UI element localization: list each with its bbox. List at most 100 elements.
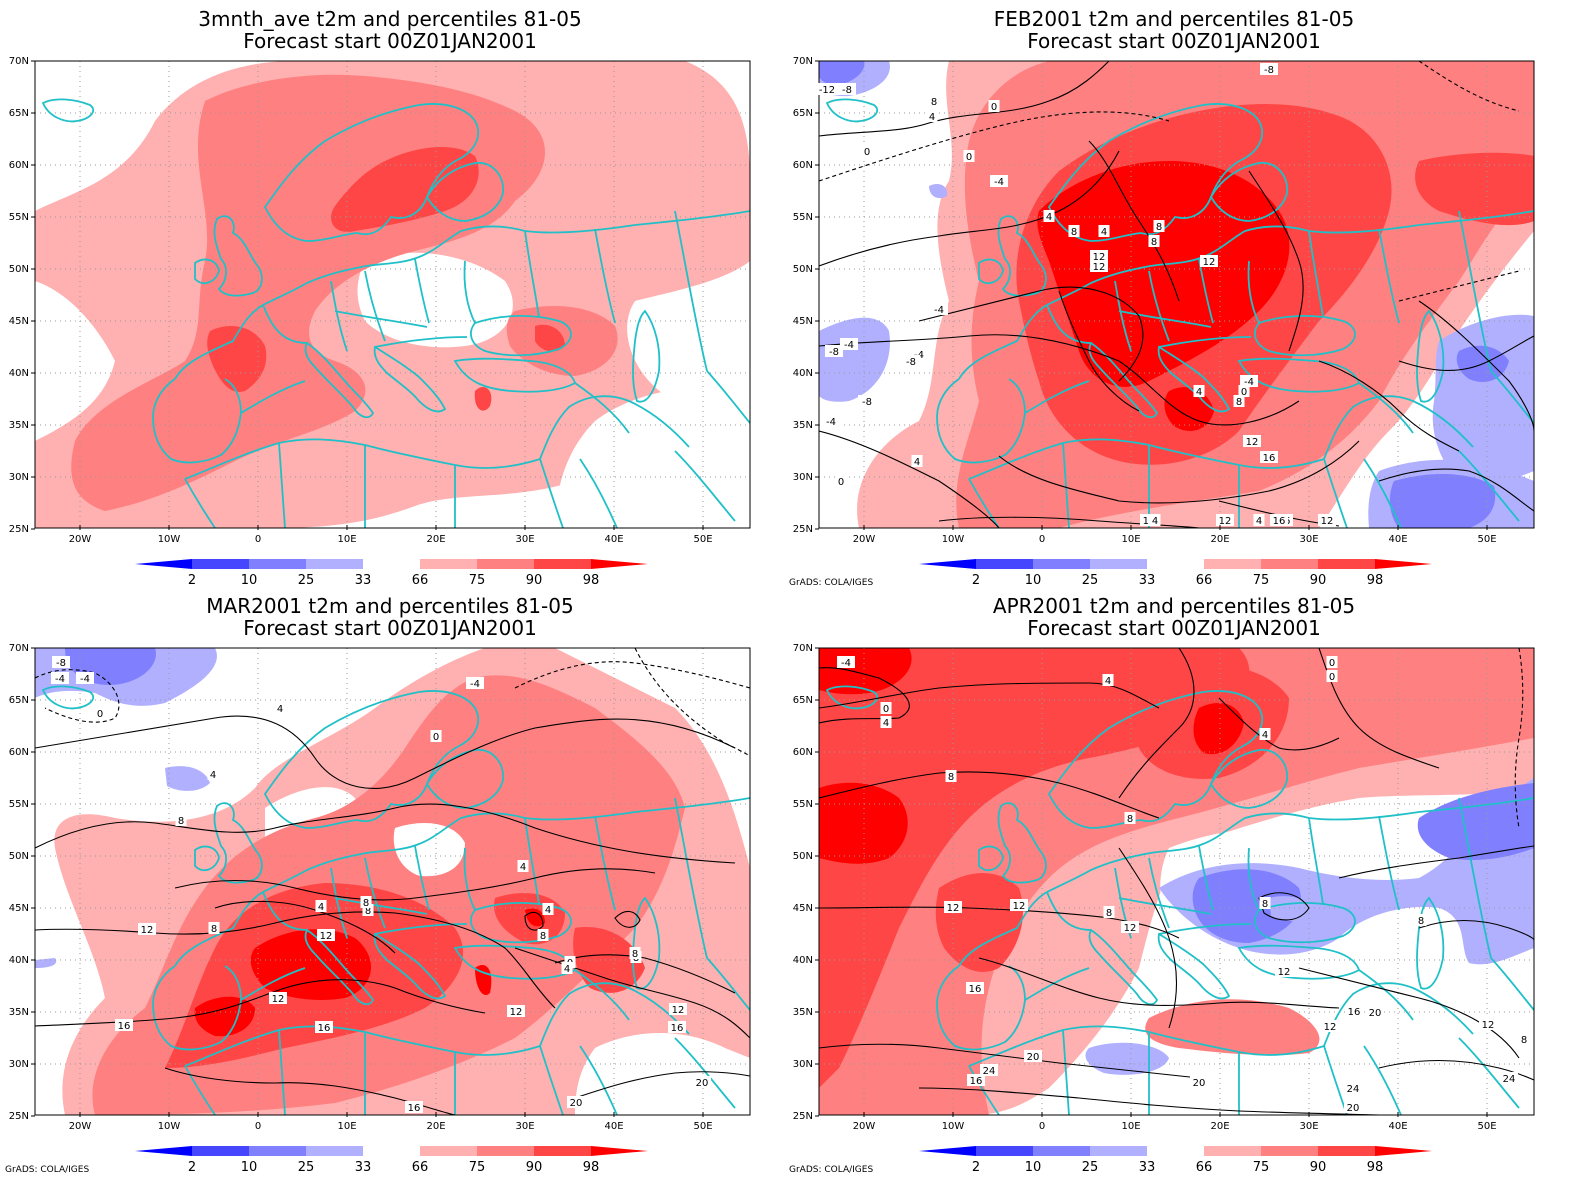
lat-tick-label: 45N <box>9 903 29 914</box>
colorbar-segment <box>1147 1146 1204 1156</box>
panel-3month-average: 3mnth_ave t2m and percentiles 81-05 Fore… <box>9 7 751 588</box>
contour-label: 8 <box>1262 899 1268 910</box>
colorbar-tick-label: 2 <box>188 573 196 588</box>
contour-label-box <box>542 903 554 915</box>
colorbar-segment <box>1147 559 1204 569</box>
contour-label: -4 <box>994 177 1004 188</box>
lat-tick-label: 45N <box>9 316 29 327</box>
contour-label-box <box>1344 1101 1362 1113</box>
colorbar-tick-label: 98 <box>1367 573 1384 588</box>
contour-label-box <box>1518 1033 1530 1045</box>
contour-label-box <box>1260 451 1278 463</box>
contour-label: 12 <box>1143 516 1156 527</box>
contour-label-box <box>928 95 940 107</box>
contour-label: 20 <box>1369 1008 1382 1019</box>
panel-mar2001: MAR2001 t2m and percentiles 81-05 Foreca… <box>5 594 751 1175</box>
contour-label: 8 <box>1521 1035 1527 1046</box>
lon-tick-label: 20W <box>853 534 876 545</box>
lon-tick-label: 20E <box>426 534 445 545</box>
colorbar-tick-label: 75 <box>469 573 486 588</box>
lat-tick-label: 30N <box>793 1059 813 1070</box>
colorbar-segment <box>1261 559 1318 569</box>
colorbar-tick-label: 10 <box>241 573 258 588</box>
contour-label: 12 <box>1093 252 1106 263</box>
lon-tick-label: 20E <box>1210 534 1229 545</box>
colorbar-tick-label: 2 <box>972 573 980 588</box>
lat-tick-label: 30N <box>793 472 813 483</box>
contour-label: 16 <box>1273 516 1286 527</box>
lat-tick-label: 60N <box>793 747 813 758</box>
contour-label-box <box>1190 1076 1208 1088</box>
contour-label-box <box>1068 225 1080 237</box>
lat-tick-label: 45N <box>793 316 813 327</box>
percentile-colorbar: 2 10 25 33 66 75 90 98 <box>919 1146 1432 1175</box>
colorbar-tick-label: 25 <box>1082 573 1099 588</box>
contour-label: 0 <box>1329 658 1335 669</box>
contour-label: 16 <box>1348 1007 1361 1018</box>
panel-title-line2: Forecast start 00Z01JAN2001 <box>243 29 537 53</box>
colorbar-segment <box>363 559 420 569</box>
contour-label: 0 <box>838 477 844 488</box>
colorbar-segment <box>1090 559 1147 569</box>
panel-title-line1: FEB2001 t2m and percentiles 81-05 <box>994 7 1354 31</box>
contour-label-box <box>1344 1082 1362 1094</box>
colorbar-tick-label: 90 <box>1310 1160 1327 1175</box>
contour-label-box <box>567 1096 585 1108</box>
percentile-colorbar: 2 10 25 33 66 75 90 98 <box>919 559 1432 588</box>
contour-label: 0 <box>883 704 889 715</box>
contour-label: -4 <box>934 305 944 316</box>
contour-label: 12 <box>1321 516 1334 527</box>
contour-label-box <box>1149 514 1161 526</box>
lat-tick-label: 40N <box>9 368 29 379</box>
lat-tick-label: 50N <box>793 851 813 862</box>
contour-label: 0 <box>1241 387 1247 398</box>
latitude-axis: 70N 65N 60N 55N 50N 45N 40N 35N 30N 25N <box>9 56 35 535</box>
map-area <box>819 648 1534 1115</box>
colorbar-tick-label: 90 <box>1310 573 1327 588</box>
contour-label-box <box>175 814 187 826</box>
contour-label: 12 <box>1246 437 1259 448</box>
lat-tick-label: 65N <box>793 695 813 706</box>
contour-label-box <box>52 656 70 668</box>
colorbar-tick-label: 75 <box>1253 1160 1270 1175</box>
lon-tick-label: 10E <box>337 1121 356 1132</box>
contour-label-box <box>980 1064 998 1076</box>
colorbar-segment <box>1318 1146 1375 1156</box>
panel-title-line2: Forecast start 00Z01JAN2001 <box>243 616 537 640</box>
contour-label: 16 <box>671 1023 684 1034</box>
contour-label-box <box>930 303 948 315</box>
lon-tick-label: 0 <box>1039 534 1045 545</box>
contour-label: 4 <box>914 457 920 468</box>
lat-tick-label: 40N <box>793 368 813 379</box>
contour-label: 4 <box>1196 387 1202 398</box>
panel-apr2001: APR2001 t2m and percentiles 81-05 Foreca… <box>789 594 1535 1175</box>
lon-tick-label: 20E <box>1210 1121 1229 1132</box>
colorbar-tick-label: 25 <box>298 573 315 588</box>
lon-tick-label: 20W <box>69 534 92 545</box>
temperature-contours <box>35 648 750 1115</box>
lon-tick-label: 40E <box>604 1121 623 1132</box>
panel-title-line2: Forecast start 00Z01JAN2001 <box>1027 616 1321 640</box>
contour-labels: -12-8-4-8-8-4-8-4-404-404800481241288124… <box>814 63 1336 527</box>
colorbar-tick-label: 33 <box>1139 573 1156 588</box>
colorbar-segment <box>1204 1146 1261 1156</box>
lat-tick-label: 70N <box>9 56 29 67</box>
contour-label-box <box>94 707 106 719</box>
contour-label-box <box>1216 514 1234 526</box>
colorbar-tick-label: 90 <box>526 1160 543 1175</box>
lon-tick-label: 10W <box>158 1121 181 1132</box>
contour-label: 12 <box>1093 262 1106 273</box>
contour-label-box <box>1270 514 1288 526</box>
panel-title-line2: Forecast start 00Z01JAN2001 <box>1027 29 1321 53</box>
lon-tick-label: 0 <box>255 534 261 545</box>
contour-label: -4 <box>1244 377 1254 388</box>
contour-label: 12 <box>1324 1022 1337 1033</box>
contour-label: 8 <box>1156 222 1162 233</box>
contour-label-box <box>629 947 641 959</box>
lat-tick-label: 70N <box>793 643 813 654</box>
contour-label: 24 <box>1503 1074 1516 1085</box>
colorbar-segment <box>1318 559 1375 569</box>
contour-label: 20 <box>1027 1052 1040 1063</box>
contour-label: 12 <box>510 1007 523 1018</box>
colorbar-segment <box>249 1146 306 1156</box>
